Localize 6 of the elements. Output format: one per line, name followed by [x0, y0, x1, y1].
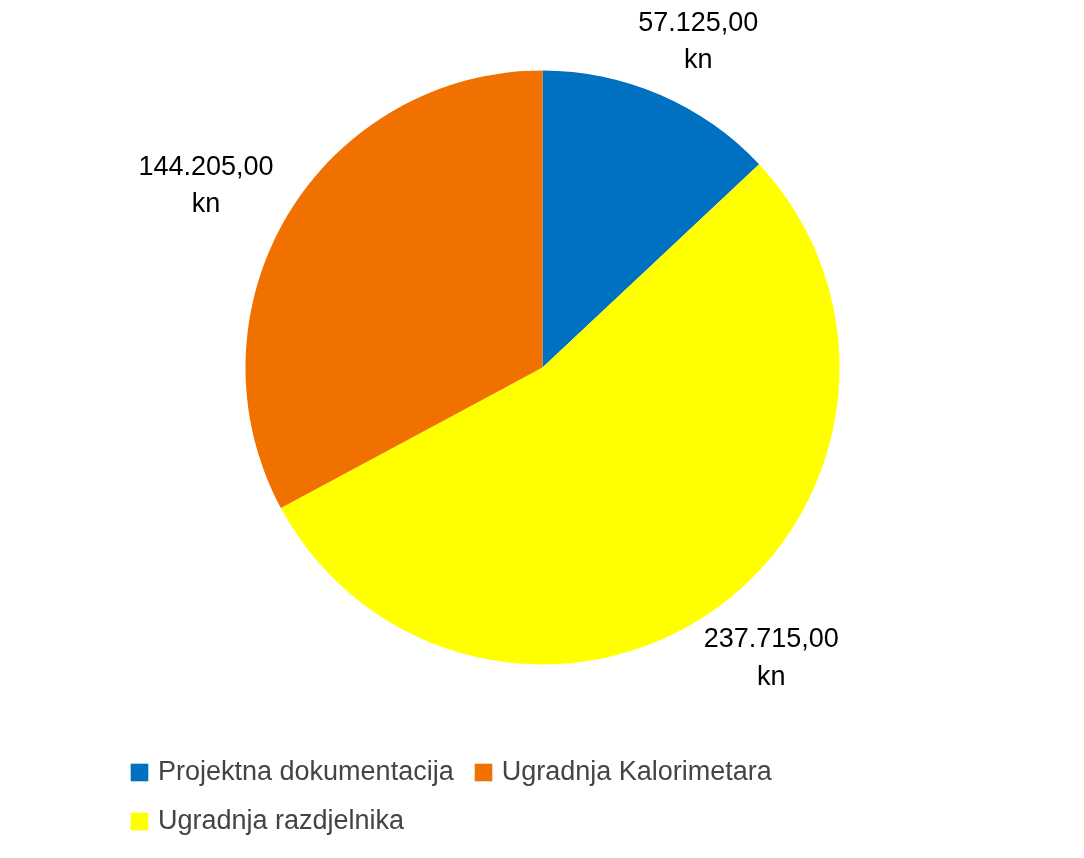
legend-label: Ugradnja razdjelnika — [158, 805, 405, 836]
data-label: 237.715,00 kn — [703, 623, 839, 691]
data-label: 144.205,00 kn — [138, 150, 274, 219]
data-label: 57.125,00 kn — [638, 6, 759, 75]
legend-label: Projektna dokumentacija — [158, 756, 454, 787]
legend-label: Ugradnja Kalorimetara — [501, 756, 772, 787]
